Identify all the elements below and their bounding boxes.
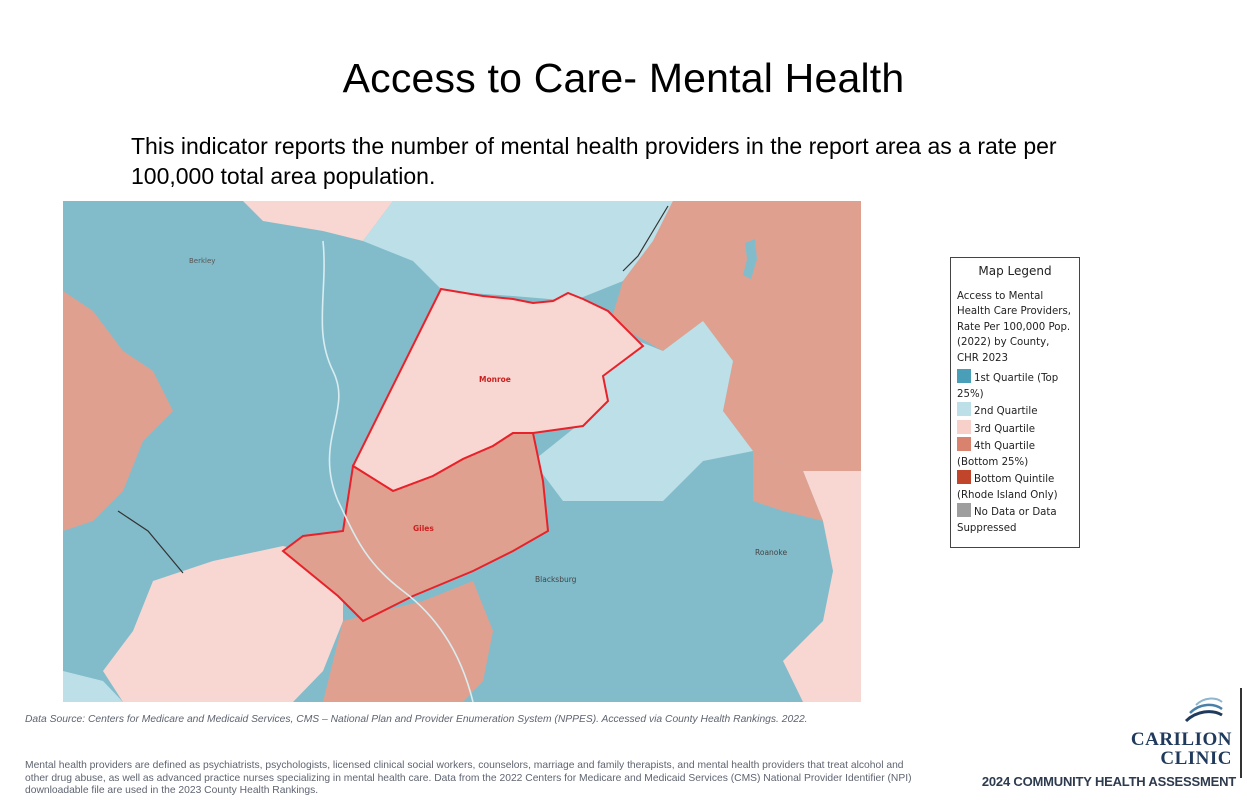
data-source-note: Data Source: Centers for Medicare and Me… <box>25 714 808 725</box>
logo-text-line2: CLINIC <box>1160 748 1232 769</box>
county-giles <box>281 432 550 623</box>
legend-item-label: Bottom Quintile (Rhode Island Only) <box>957 474 1058 501</box>
region-right-pink <box>783 471 861 702</box>
legend-item: 4th Quartile (Bottom 25%) <box>957 437 1073 470</box>
legend-swatch <box>957 419 971 434</box>
region-left-salmon <box>63 291 173 531</box>
assessment-label: 2024 COMMUNITY HEALTH ASSESSMENT <box>981 774 1236 789</box>
legend-item: No Data or Data Suppressed <box>957 503 1073 536</box>
legend-items: 1st Quartile (Top 25%) 2nd Quartile 3rd Qu… <box>957 369 1073 536</box>
label-blacksburg: Blacksburg <box>535 575 577 584</box>
legend-swatch <box>957 470 971 484</box>
legend-item-label: 2nd Quartile <box>974 406 1038 417</box>
river <box>321 240 474 702</box>
divider-bar <box>1240 688 1242 778</box>
map-legend: Map Legend Access to Mental Health Care … <box>950 257 1080 548</box>
county-map: Berkley Monroe Giles Blacksburg Roanoke <box>63 201 861 702</box>
legend-item: Bottom Quintile (Rhode Island Only) <box>957 470 1073 503</box>
label-roanoke: Roanoke <box>755 548 787 557</box>
logo-text-line1: CARILION <box>1130 729 1232 750</box>
region-bottom-salmon <box>323 581 493 702</box>
legend-item-label: No Data or Data Suppressed <box>957 507 1057 534</box>
lake <box>743 239 757 279</box>
definition-note: Mental health providers are defined as p… <box>25 760 912 796</box>
legend-item: 2nd Quartile <box>957 402 1073 420</box>
region-right-lightblue <box>533 321 753 501</box>
state-border-top <box>622 205 669 272</box>
legend-swatch <box>957 369 971 383</box>
region-bottom-left-lightblue <box>63 671 123 702</box>
carilion-logo: CARILION CLINIC <box>1120 693 1232 773</box>
legend-swatch <box>957 402 971 416</box>
label-monroe: Monroe <box>479 375 511 384</box>
logo-swoosh-icon <box>1184 697 1223 723</box>
label-berkley: Berkley <box>189 257 215 265</box>
legend-item-label: 4th Quartile (Bottom 25%) <box>957 441 1036 468</box>
legend-swatch <box>957 503 971 517</box>
legend-item-label: 3rd Quartile <box>974 423 1036 435</box>
legend-description: Access to Mental Health Care Providers, … <box>957 290 1072 364</box>
legend-item: 1st Quartile (Top 25%) <box>957 369 1073 402</box>
region-upper-right-salmon <box>611 201 861 471</box>
region-right-center-salmon <box>753 451 823 521</box>
region-top-lightblue <box>363 201 673 301</box>
region-top-pink <box>243 201 393 241</box>
label-giles: Giles <box>413 524 434 533</box>
legend-title: Map Legend <box>978 264 1052 278</box>
state-border-left <box>117 510 184 574</box>
slide-subtitle: This indicator reports the number of men… <box>131 133 1057 189</box>
legend-item: 3rd Quartile <box>957 419 1073 438</box>
region-lower-left-pink <box>103 546 343 702</box>
county-map-svg: Berkley Monroe Giles Blacksburg Roanoke <box>63 201 861 702</box>
legend-item-label: 1st Quartile (Top 25%) <box>957 373 1059 400</box>
legend-swatch <box>957 437 971 451</box>
slide-title: Access to Care- Mental Health <box>342 55 905 101</box>
